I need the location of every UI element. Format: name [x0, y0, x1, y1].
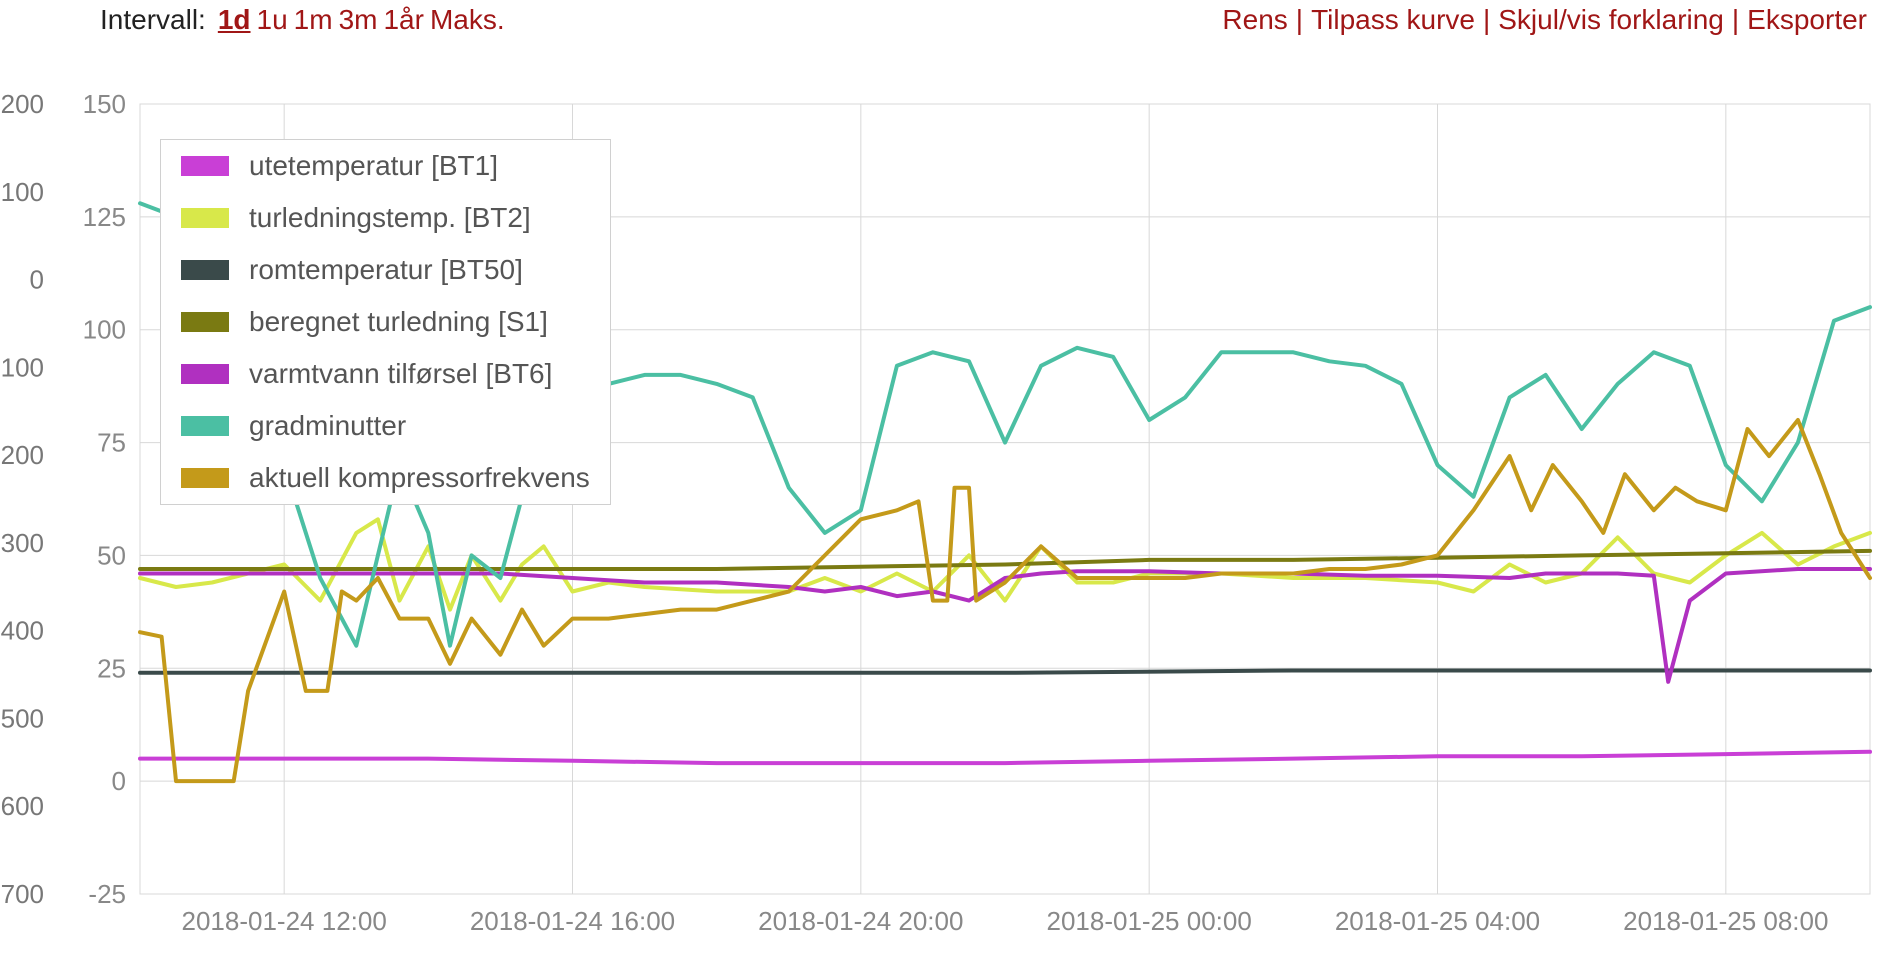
x-axis-label: 2018-01-24 20:00	[758, 906, 963, 936]
legend-item[interactable]: gradminutter	[161, 400, 610, 452]
y-axis-outer-label: -100	[0, 352, 44, 382]
y-axis-inner-label: 25	[97, 653, 126, 683]
x-axis-label: 2018-01-24 16:00	[470, 906, 675, 936]
separator: |	[1732, 4, 1739, 36]
legend-label: beregnet turledning [S1]	[249, 306, 548, 338]
y-axis-outer-label: -400	[0, 616, 44, 646]
legend-swatch	[181, 208, 229, 228]
y-axis-inner-label: 75	[97, 428, 126, 458]
chart-action-link[interactable]: Eksporter	[1747, 4, 1867, 36]
legend-swatch	[181, 312, 229, 332]
y-axis-inner-label: 50	[97, 540, 126, 570]
legend-swatch	[181, 468, 229, 488]
interval-option[interactable]: 1u	[257, 4, 288, 35]
x-axis-label: 2018-01-25 00:00	[1047, 906, 1252, 936]
y-axis-inner-label: 0	[112, 766, 126, 796]
legend-item[interactable]: turledningstemp. [BT2]	[161, 192, 610, 244]
interval-option[interactable]: 1d	[218, 4, 251, 35]
y-axis-inner-label: 100	[83, 315, 126, 345]
legend-swatch	[181, 260, 229, 280]
chart-toolbar: Intervall: 1d1u1m3m1årMaks. Rens | Tilpa…	[0, 0, 1893, 44]
legend-item[interactable]: utetemperatur [BT1]	[161, 140, 610, 192]
chart-container: 150 125 100 75 50 25 0 -25 200 100 0 -100 -200 -300 -4…	[0, 44, 1893, 974]
interval-option[interactable]: 3m	[339, 4, 378, 35]
chart-legend[interactable]: utetemperatur [BT1] turledningstemp. [BT2…	[160, 139, 611, 505]
legend-item[interactable]: beregnet turledning [S1]	[161, 296, 610, 348]
legend-label: aktuell kompressorfrekvens	[249, 462, 590, 494]
interval-label: Intervall:	[100, 4, 206, 36]
y-axis-inner-label: 125	[83, 202, 126, 232]
y-axis-outer-label: 0	[30, 265, 44, 295]
y-axis-outer-label: -200	[0, 440, 44, 470]
chart-action-link[interactable]: Skjul/vis forklaring	[1498, 4, 1724, 36]
separator: |	[1296, 4, 1303, 36]
x-axis-label: 2018-01-24 12:00	[182, 906, 387, 936]
chart-actions: Rens | Tilpass kurve | Skjul/vis forklar…	[1216, 4, 1873, 36]
legend-swatch	[181, 416, 229, 436]
x-axis-label: 2018-01-25 04:00	[1335, 906, 1540, 936]
y-axis-outer-label: 200	[1, 89, 44, 119]
legend-label: romtemperatur [BT50]	[249, 254, 523, 286]
y-axis-outer-label: -700	[0, 879, 44, 909]
legend-item[interactable]: aktuell kompressorfrekvens	[161, 452, 610, 504]
chart-action-link[interactable]: Tilpass kurve	[1311, 4, 1475, 36]
legend-label: turledningstemp. [BT2]	[249, 202, 531, 234]
y-axis-outer-label: 100	[1, 177, 44, 207]
separator: |	[1483, 4, 1490, 36]
legend-label: varmtvann tilførsel [BT6]	[249, 358, 552, 390]
legend-item[interactable]: romtemperatur [BT50]	[161, 244, 610, 296]
chart-action-link[interactable]: Rens	[1222, 4, 1287, 36]
legend-label: utetemperatur [BT1]	[249, 150, 498, 182]
interval-option[interactable]: Maks.	[430, 4, 505, 35]
interval-option[interactable]: 1år	[383, 4, 423, 35]
legend-item[interactable]: varmtvann tilførsel [BT6]	[161, 348, 610, 400]
y-axis-outer-label: -500	[0, 703, 44, 733]
y-axis-inner-label: 150	[83, 89, 126, 119]
interval-option[interactable]: 1m	[294, 4, 333, 35]
legend-label: gradminutter	[249, 410, 406, 442]
legend-swatch	[181, 364, 229, 384]
legend-swatch	[181, 156, 229, 176]
y-axis-outer-label: -600	[0, 791, 44, 821]
interval-selector: Intervall: 1d1u1m3m1årMaks.	[100, 4, 511, 36]
series-line	[140, 671, 1870, 673]
y-axis-inner-label: -25	[88, 879, 126, 909]
x-axis-label: 2018-01-25 08:00	[1623, 906, 1828, 936]
y-axis-outer-label: -300	[0, 528, 44, 558]
